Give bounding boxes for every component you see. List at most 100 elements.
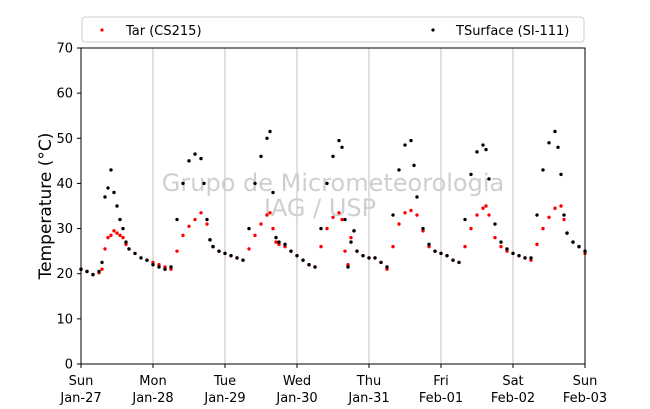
legend-marker-tar (100, 28, 104, 32)
data-point (469, 226, 473, 231)
data-point (145, 258, 149, 262)
x-tick-date: Feb-01 (419, 391, 463, 406)
data-point (559, 204, 563, 208)
data-point (271, 226, 275, 231)
data-point (199, 211, 203, 215)
data-point (109, 168, 113, 172)
x-tick-day: Tue (213, 374, 236, 389)
data-point (211, 244, 215, 249)
data-point (259, 222, 263, 226)
data-point (343, 249, 347, 253)
y-tick-label: 50 (56, 132, 73, 147)
data-point (445, 253, 449, 258)
data-point (325, 181, 329, 186)
data-point (529, 256, 533, 260)
data-point (391, 213, 395, 217)
data-point (541, 168, 545, 172)
data-point (124, 240, 128, 244)
data-point (277, 240, 281, 244)
data-point (352, 229, 356, 233)
data-point (469, 172, 473, 177)
x-tick-date: Feb-03 (563, 391, 607, 406)
x-tick-date: Jan-31 (347, 391, 389, 406)
watermark-line-1: Grupo de Micrometeorologia (162, 169, 504, 197)
legend: Tar (CS215) TSurface (SI-111) (81, 16, 585, 43)
data-point (301, 258, 305, 262)
data-point (319, 244, 323, 249)
data-point (271, 190, 275, 195)
grid (152, 48, 514, 364)
data-point (139, 256, 143, 260)
data-point (205, 222, 209, 226)
data-point (451, 258, 455, 262)
data-point (229, 253, 233, 258)
data-point (100, 267, 104, 271)
data-point (535, 213, 539, 217)
legend-label-tsurface: TSurface (SI-111) (455, 24, 569, 39)
data-point (433, 249, 437, 253)
data-point (541, 226, 545, 231)
x-tick-day: Wed (283, 374, 311, 389)
x-tick-date: Jan-28 (131, 391, 173, 406)
data-point (571, 240, 575, 244)
data-point (289, 249, 293, 253)
data-point (553, 206, 557, 210)
data-point (409, 138, 413, 143)
data-point (427, 242, 431, 247)
data-point (463, 217, 467, 222)
data-point (403, 211, 407, 215)
data-point (109, 233, 113, 238)
data-point (481, 206, 485, 210)
data-point (106, 186, 110, 190)
data-point (181, 181, 185, 186)
y-tick-label: 40 (56, 177, 73, 192)
data-point (385, 265, 389, 269)
data-point (337, 138, 341, 143)
data-point (367, 256, 371, 260)
data-point (283, 242, 287, 247)
data-point (217, 249, 221, 253)
data-point (247, 226, 251, 231)
data-point (319, 226, 323, 231)
data-point (193, 152, 197, 156)
y-axis-label: Temperature (°C) (36, 133, 56, 281)
data-point (103, 195, 107, 199)
data-point (175, 249, 179, 253)
legend-marker-tsurface (431, 28, 435, 32)
data-point (121, 235, 125, 240)
plot-frame (80, 47, 586, 365)
data-point (523, 256, 527, 260)
data-point (268, 211, 272, 215)
x-tick-day: Sat (502, 374, 523, 389)
data-point (181, 233, 185, 238)
data-point (562, 217, 566, 222)
data-point (505, 247, 509, 251)
data-point (547, 141, 551, 145)
y-tick-label: 0 (65, 358, 73, 373)
data-point (295, 253, 299, 258)
x-tick-day: Fri (433, 374, 449, 389)
series-tsurface (79, 129, 587, 277)
data-point (97, 269, 101, 274)
data-point (499, 244, 503, 249)
data-point (379, 260, 383, 265)
data-point (397, 168, 401, 172)
data-point (562, 213, 566, 217)
x-tick-date: Jan-30 (275, 391, 317, 406)
data-point (274, 240, 278, 244)
x-axis: Sun Jan-27 Mon Jan-28 Tue Jan-29 Wed Jan-30 Thu J… (59, 364, 607, 406)
data-point (340, 145, 344, 150)
data-point (247, 247, 251, 251)
data-point (133, 251, 137, 256)
x-tick-date: Jan-27 (59, 391, 101, 406)
data-point (340, 217, 344, 222)
data-point (175, 217, 179, 222)
data-point (403, 143, 407, 147)
x-tick-date: Jan-29 (203, 391, 245, 406)
data-point (253, 233, 257, 238)
data-point (223, 251, 227, 256)
data-point (481, 143, 485, 147)
data-point (274, 235, 278, 240)
data-point (511, 251, 515, 256)
data-point (361, 253, 365, 258)
